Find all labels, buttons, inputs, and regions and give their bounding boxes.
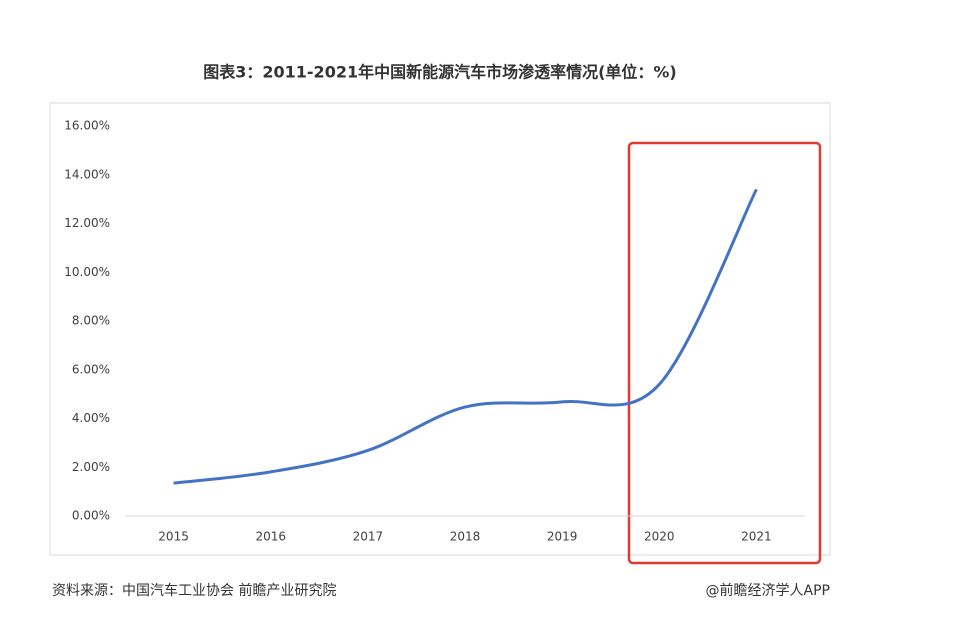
data-line <box>173 188 758 485</box>
y-tick-label: 4.00% <box>72 411 110 425</box>
x-tick-label: 2020 <box>644 530 675 544</box>
y-tick-label: 14.00% <box>64 167 110 181</box>
x-tick-label: 2017 <box>353 530 384 544</box>
y-tick-label: 0.00% <box>72 509 110 523</box>
x-tick-label: 2021 <box>741 530 772 544</box>
y-tick-label: 10.00% <box>64 265 110 279</box>
y-tick-label: 16.00% <box>64 119 110 133</box>
credit: @前瞻经济学人APP <box>706 582 830 599</box>
x-tick-label: 2016 <box>255 530 286 544</box>
y-tick-label: 8.00% <box>72 314 110 328</box>
plot-frame <box>49 102 831 556</box>
x-tick-label: 2018 <box>450 530 481 544</box>
x-tick-label: 2019 <box>547 530 578 544</box>
source: 资料来源：中国汽车工业协会 前瞻产业研究院 <box>52 582 336 599</box>
y-tick-label: 2.00% <box>72 460 110 474</box>
y-tick-label: 12.00% <box>64 216 110 230</box>
highlight-box <box>627 141 822 565</box>
x-tick-label: 2015 <box>158 530 189 544</box>
chart-title: 图表3：2011-2021年中国新能源汽车市场渗透率情况(单位：%) <box>203 63 677 82</box>
y-tick-label: 6.00% <box>72 362 110 376</box>
